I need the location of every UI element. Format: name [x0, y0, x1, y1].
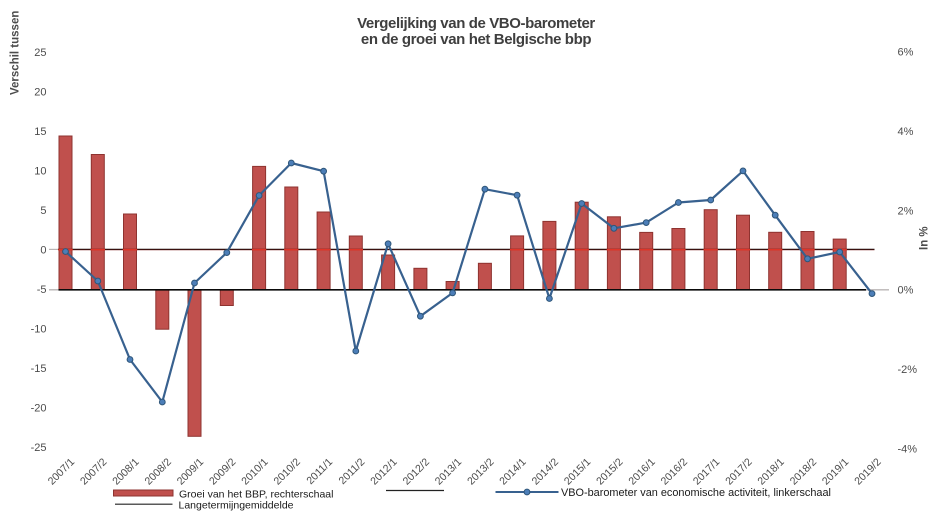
svg-text:Groei van het BBP, rechterscha: Groei van het BBP, rechterschaal	[179, 489, 333, 501]
svg-text:0%: 0%	[898, 285, 914, 297]
svg-text:20: 20	[34, 86, 46, 98]
svg-text:15: 15	[34, 126, 46, 138]
svg-text:0: 0	[40, 244, 46, 256]
svg-text:4%: 4%	[898, 126, 914, 138]
svg-text:-25: -25	[31, 442, 47, 454]
svg-text:10: 10	[34, 165, 46, 177]
svg-text:2%: 2%	[898, 205, 914, 217]
svg-text:Langetermijngemiddelde: Langetermijngemiddelde	[179, 500, 294, 512]
svg-text:Vergelijking van de VBO-barome: Vergelijking van de VBO-barometer	[357, 15, 595, 32]
svg-text:6%: 6%	[898, 47, 914, 59]
svg-text:VBO-barometer van economische: VBO-barometer van economische activiteit…	[561, 487, 831, 499]
svg-text:-2%: -2%	[898, 364, 918, 376]
svg-text:-10: -10	[31, 323, 47, 335]
svg-text:5: 5	[40, 205, 46, 217]
svg-text:In %: In %	[919, 226, 931, 250]
svg-text:-4%: -4%	[898, 443, 918, 455]
svg-text:-5: -5	[37, 284, 47, 296]
svg-text:-15: -15	[31, 363, 47, 375]
svg-text:Verschil tussen: Verschil tussen	[10, 11, 22, 95]
svg-text:25: 25	[34, 47, 46, 59]
svg-text:-20: -20	[31, 402, 47, 414]
svg-text:en de groei van het Belgische: en de groei van het Belgische bbp	[361, 31, 591, 48]
